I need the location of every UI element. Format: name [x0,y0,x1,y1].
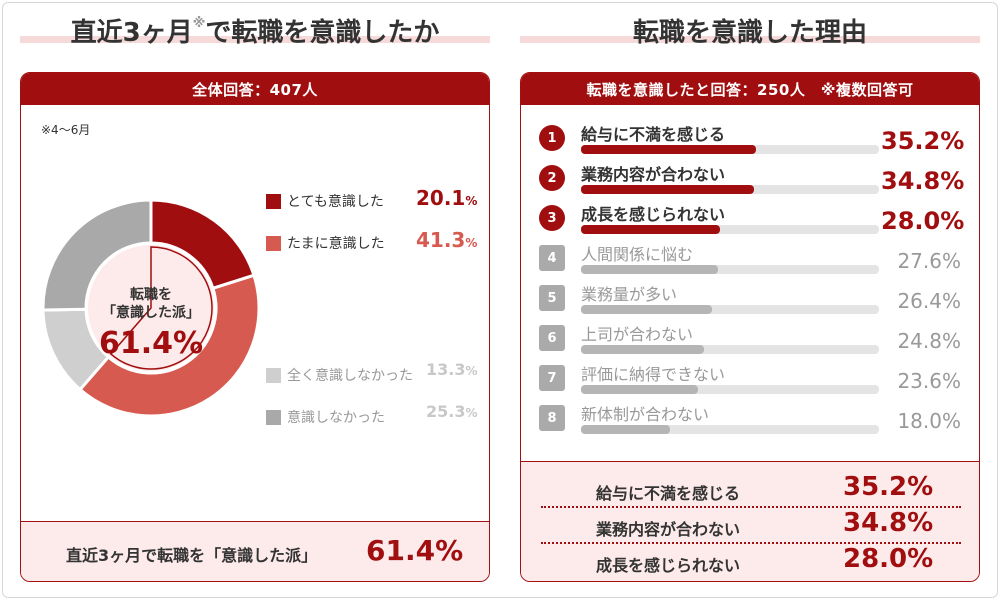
rank-badge: 6 [539,325,565,351]
bar-fill [581,305,713,314]
legend-value: 41.3% [416,228,478,252]
donut-center-label-line1: 転職を [130,287,172,303]
reason-value: 18.0% [897,409,961,433]
legend-value-unit: % [465,364,478,378]
rank-badge: 2 [539,165,565,191]
donut-slices [41,198,261,418]
right-panel: 転職を意識したと回答：250人 ※複数回答可 1 給与に不満を感じる 35.2% 2 業… [520,72,980,582]
left-title: 直近3ヶ月※で転職を意識したか [20,12,490,49]
donut-chart [41,198,261,418]
center-bracket [109,246,213,370]
rank-badge: 5 [539,285,565,311]
bar-fill [581,385,699,394]
bar-fill [581,425,671,434]
reason-value: 28.0% [881,207,965,235]
bar-track [581,305,879,314]
bar-fill [581,265,719,274]
legend-value-unit: % [465,406,478,420]
reason-value: 23.6% [897,369,961,393]
left-title-mark: ※ [192,16,206,31]
bar-fill [581,185,754,194]
legend-swatch [266,193,281,209]
reason-value: 34.8% [881,167,965,195]
summary-row-value: 35.2% [843,472,934,502]
legend-item: 意識しなかった [266,407,385,427]
bar-fill [581,225,721,234]
bar-track [581,145,879,154]
reason-value: 26.4% [897,289,961,313]
legend-value-unit: % [465,194,478,208]
legend-item: とても意識した [266,191,384,211]
summary-row-value: 34.8% [843,508,934,538]
period-note: ※4〜6月 [41,123,91,137]
legend-value: 20.1% [416,186,478,210]
summary-row-label: 業務内容が合わない [596,520,741,539]
summary-divider [541,542,961,544]
reason-label: 評価に納得できない [581,365,726,384]
donut-slice [77,273,261,418]
legend-swatch [266,367,281,383]
right-title-underline [520,36,980,43]
left-title-underline [20,36,490,43]
reason-label: 上司が合わない [581,325,694,344]
rank-badge: 8 [539,405,565,431]
rank-badge: 1 [539,125,565,151]
bar-track [581,425,879,434]
left-summary-value: 61.4% [366,534,464,567]
legend-item: 全く意識しなかった [266,365,413,385]
left-panel-header: 全体回答：407人 [21,73,489,105]
bar-fill [581,145,756,154]
reason-label: 成長を感じられない [581,205,726,224]
bar-track [581,265,879,274]
bar-track [581,225,879,234]
reason-label: 人間関係に悩む [581,245,694,264]
legend-label: とても意識した [287,194,384,210]
reason-label: 業務量が多い [581,285,678,304]
donut-center-label: 転職を 「意識した派」 [101,286,201,322]
legend-swatch [266,235,281,251]
reason-value: 24.8% [897,329,961,353]
left-summary-box: 直近3ヶ月で転職を「意識した派」 61.4% [21,521,489,581]
reason-label: 業務内容が合わない [581,165,726,184]
right-panel-header: 転職を意識したと回答：250人 ※複数回答可 [521,73,979,105]
summary-divider [541,506,961,508]
summary-row-value: 28.0% [843,544,934,574]
bar-track [581,385,879,394]
left-panel: 全体回答：407人 ※4〜6月 転職を 「意識した派」 61.4% とても意識し… [20,72,490,582]
reason-label: 新体制が合わない [581,405,710,424]
reason-value: 27.6% [897,249,961,273]
legend-value-unit: % [465,236,478,250]
donut-center-value: 61.4% [98,326,204,361]
bar-track [581,345,879,354]
reason-value: 35.2% [881,127,965,155]
rank-badge: 4 [539,245,565,271]
right-summary-box: 給与に不満を感じる 35.2% 業務内容が合わない 34.8% 成長を感じられな… [521,461,979,581]
summary-row-label: 成長を感じられない [596,556,741,575]
left-summary-text: 直近3ヶ月で転職を「意識した派」 [66,546,318,565]
rank-badge: 7 [539,365,565,391]
summary-row-label: 給与に不満を感じる [596,484,741,503]
legend-label: 全く意識しなかった [287,368,413,384]
donut-center-label-line2: 「意識した派」 [102,305,200,321]
legend-value: 13.3% [426,360,478,379]
bar-track [581,185,879,194]
legend-item: たまに意識した [266,233,385,253]
legend-label: 意識しなかった [287,410,385,426]
right-title: 転職を意識した理由 [632,18,867,48]
left-title-rest: で転職を意識したか [205,18,440,48]
rank-badge: 3 [539,205,565,231]
legend-label: たまに意識した [287,236,385,252]
legend-swatch [266,409,281,425]
left-title-main: 直近3ヶ月 [70,18,193,48]
donut-slice [41,198,153,312]
bar-fill [581,345,705,354]
legend-value: 25.3% [426,402,478,421]
reason-label: 給与に不満を感じる [581,125,726,144]
